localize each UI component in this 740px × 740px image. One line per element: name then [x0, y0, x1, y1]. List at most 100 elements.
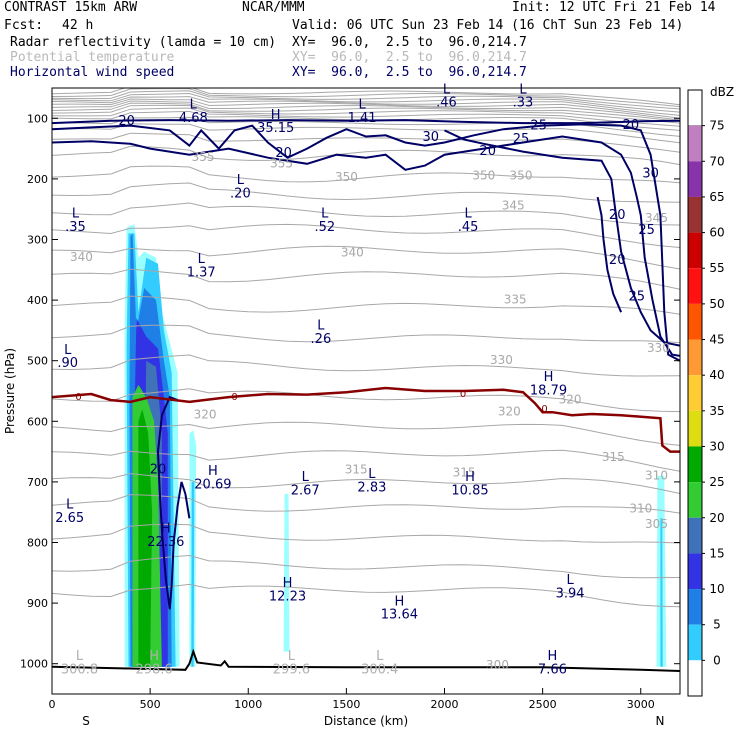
- colorbar-swatch: [688, 303, 702, 340]
- extremum-value: 4.68: [179, 111, 208, 126]
- isentrope-label: 330: [647, 341, 670, 355]
- extremum-value: .20: [230, 187, 251, 202]
- extremum-letter: H: [465, 470, 475, 485]
- extremum-letter: L: [321, 207, 329, 222]
- extremum-letter: L: [190, 98, 198, 113]
- colorbar-swatch: [688, 517, 702, 554]
- isentrope-line: [52, 473, 680, 494]
- extremum-value: 298.6: [135, 662, 172, 677]
- colorbar-tick-label: 70: [709, 154, 724, 168]
- colorbar-tick-label: 15: [709, 546, 724, 560]
- extremum-value: .35: [65, 220, 86, 235]
- x-tick-label: 2000: [431, 698, 459, 711]
- extremum-letter: L: [66, 497, 74, 512]
- extremum-letter: L: [566, 573, 574, 588]
- init-time: Init: 12 UTC Fri 21 Feb 14: [512, 0, 716, 15]
- wind-speed-contour: [444, 129, 680, 347]
- colorbar-swatch: [688, 161, 702, 197]
- isentrope-line: [52, 523, 680, 544]
- colorbar-swatch: [688, 482, 702, 518]
- extremum-letter: L: [376, 649, 384, 664]
- extremum-value: 2.65: [55, 511, 84, 526]
- isentrope-line: [52, 98, 680, 119]
- isentrope-line: [52, 583, 680, 608]
- model-title: CONTRAST 15km ARW: [4, 0, 138, 15]
- south-end-label: S: [82, 714, 90, 728]
- wind-contour-label: 20: [275, 146, 292, 161]
- isentrope-label: 310: [645, 468, 668, 482]
- colorbar-tick-label: 10: [709, 582, 724, 596]
- colorbar-swatch: [688, 268, 702, 304]
- colorbar-swatch: [688, 589, 702, 625]
- wind-contour-label: 20: [609, 208, 626, 223]
- isentrope-line: [52, 421, 680, 446]
- isentrope-label: 350: [335, 170, 358, 184]
- wind-contour-label: 25: [629, 290, 646, 305]
- colorbar-swatch: [688, 660, 702, 696]
- isentrope-label: 305: [645, 517, 668, 531]
- extremum-value: 1.37: [187, 265, 216, 280]
- field-xy-reflectivity: XY= 96.0, 2.5 to 96.0,214.7: [292, 35, 527, 50]
- isentrope-line: [52, 132, 680, 153]
- x-tick-label: 500: [140, 698, 161, 711]
- north-end-label: N: [656, 714, 665, 728]
- colorbar-swatch: [688, 446, 702, 483]
- extremum-value: .45: [458, 220, 479, 235]
- extremum-value: 299.6: [273, 662, 310, 677]
- wind-contour-label: 20: [623, 118, 640, 133]
- extremum-letter: L: [358, 98, 366, 113]
- isentrope-label: 340: [70, 250, 93, 264]
- field-xy-wind: XY= 96.0, 2.5 to 96.0,214.7: [292, 65, 527, 80]
- isentrope-label: 315: [602, 450, 625, 464]
- colorbar-tick-label: 30: [709, 439, 724, 453]
- extremum-letter: H: [283, 576, 293, 591]
- extremum-value: .33: [513, 96, 534, 111]
- extremum-value: 300.4: [361, 662, 398, 677]
- extremum-value: 10.85: [451, 484, 488, 499]
- colorbar-unit: dBZ: [710, 85, 734, 99]
- extremum-value: .26: [311, 332, 332, 347]
- extremum-letter: H: [271, 108, 281, 123]
- wind-contour-label: 25: [530, 119, 547, 134]
- extremum-value: 2.83: [357, 481, 386, 496]
- y-tick-label: 900: [27, 597, 48, 610]
- wind-speed-contour: [52, 119, 680, 125]
- extremum-value: 35.15: [257, 121, 294, 136]
- extremum-letter: L: [288, 649, 296, 664]
- colorbar-swatch: [688, 196, 702, 233]
- colorbar-tick-label: 65: [709, 190, 724, 204]
- extremum-letter: L: [198, 252, 206, 267]
- extremum-letter: H: [208, 464, 218, 479]
- wind-contour-label: 25: [513, 132, 530, 147]
- y-tick-label: 400: [27, 294, 48, 307]
- y-tick-label: 300: [27, 234, 48, 247]
- extremum-letter: H: [149, 649, 159, 664]
- colorbar-swatch: [688, 553, 702, 590]
- isentrope-label: 330: [490, 353, 513, 367]
- extremum-letter: H: [395, 594, 405, 609]
- extremum-value: .46: [436, 96, 457, 111]
- extremum-letter: H: [161, 522, 171, 537]
- x-tick-label: 3000: [627, 698, 655, 711]
- isentrope-label: 350: [472, 168, 495, 182]
- wind-contour-label: 20: [118, 114, 135, 129]
- isentrope-line: [52, 295, 680, 315]
- zero-isotherm-label: 0: [460, 389, 466, 400]
- colorbar-frame: [687, 89, 703, 697]
- extremum-value: 20.69: [194, 477, 231, 492]
- isentrope-line: [52, 88, 680, 106]
- colorbar-tick-label: 40: [709, 368, 724, 382]
- isentrope-label: 340: [341, 245, 364, 259]
- extremum-value: 18.79: [530, 384, 567, 399]
- extremum-value: .90: [57, 356, 78, 371]
- extremum-letter: L: [302, 470, 310, 485]
- extremum-value: 1.41: [348, 111, 377, 126]
- extremum-letter: H: [548, 649, 558, 664]
- isentrope-label: 320: [498, 405, 521, 419]
- colorbar-tick-label: 75: [709, 119, 724, 133]
- y-tick-label: 800: [27, 537, 48, 550]
- isentrope-label: 345: [502, 199, 525, 213]
- wind-speed-contour: [52, 135, 680, 357]
- y-axis-title: Pressure (hPa): [3, 348, 17, 434]
